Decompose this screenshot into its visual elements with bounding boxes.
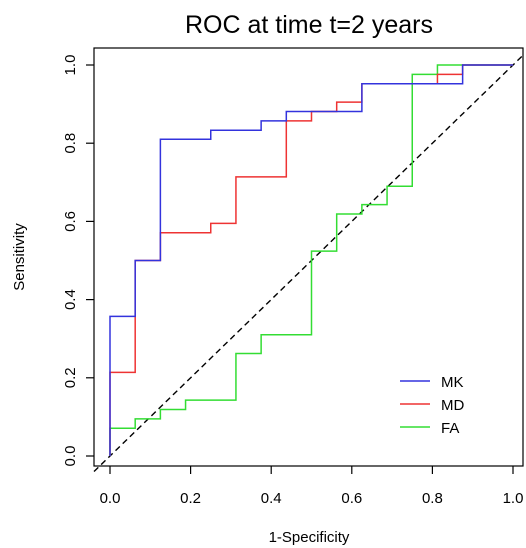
legend-label-mk: MK	[441, 374, 464, 391]
y-axis-label: Sensitivity	[11, 223, 28, 291]
y-tick-label: 0.2	[62, 367, 79, 388]
x-axis-label: 1-Specificity	[269, 529, 350, 546]
x-tick-label: 0.0	[100, 490, 121, 507]
plot-area	[93, 54, 524, 473]
x-axis: 0.0 0.2 0.4 0.6 0.8 1.0	[100, 466, 524, 507]
y-tick-label: 0.4	[62, 289, 79, 310]
x-tick-label: 0.4	[261, 490, 282, 507]
y-tick-label: 1.0	[62, 55, 79, 76]
plot-frame	[93, 47, 524, 467]
y-tick-label: 0.6	[62, 211, 79, 232]
y-tick-label: 0.0	[62, 446, 79, 467]
x-tick-label: 0.2	[180, 490, 201, 507]
x-tick-label: 0.6	[341, 490, 362, 507]
x-tick-label: 1.0	[503, 490, 524, 507]
legend-label-md: MD	[441, 397, 464, 414]
y-axis: 0.0 0.2 0.4 0.6 0.8 1.0	[62, 55, 94, 467]
series-line-fa	[109, 64, 513, 456]
series-line-mk	[109, 64, 513, 456]
y-tick-label: 0.8	[62, 133, 79, 154]
legend-label-fa: FA	[441, 420, 459, 437]
legend: MK MD FA	[400, 374, 464, 437]
x-tick-label: 0.8	[422, 490, 443, 507]
chart-title: ROC at time t=2 years	[185, 11, 433, 39]
